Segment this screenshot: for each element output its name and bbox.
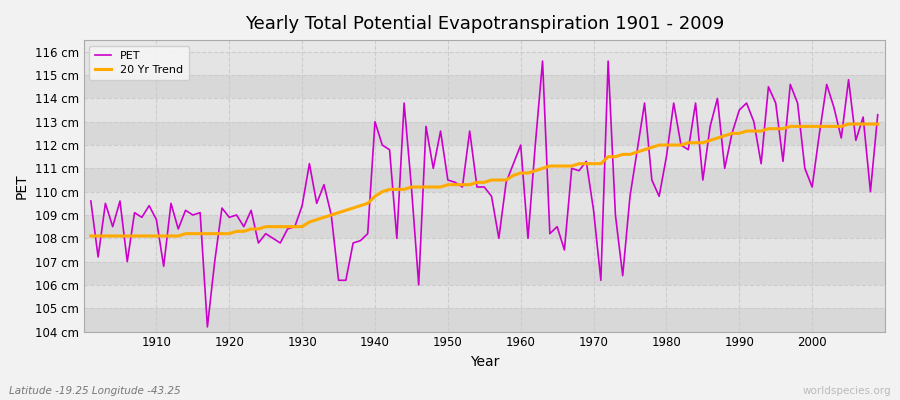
Line: 20 Yr Trend: 20 Yr Trend	[91, 124, 878, 236]
20 Yr Trend	[144, 234, 155, 238]
Bar	[84, 145, 885, 168]
20 Yr Trend	[508, 173, 518, 178]
20 Yr Trend	[603, 154, 614, 159]
20 Yr Trend	[304, 220, 315, 224]
20 Yr Trend	[843, 122, 854, 126]
20 Yr Trend	[347, 206, 358, 210]
Bar	[84, 52, 885, 75]
PET	[523, 236, 534, 241]
Bar	[84, 75, 885, 98]
Bar	[84, 308, 885, 332]
20 Yr Trend	[516, 171, 526, 176]
PET	[617, 273, 628, 278]
X-axis label: Year: Year	[470, 355, 499, 369]
Bar	[84, 285, 885, 308]
Bar	[84, 262, 885, 285]
Bar	[84, 192, 885, 215]
Bar	[84, 238, 885, 262]
PET	[872, 112, 883, 117]
PET	[537, 59, 548, 64]
Bar	[84, 168, 885, 192]
Text: Latitude -19.25 Longitude -43.25: Latitude -19.25 Longitude -43.25	[9, 386, 181, 396]
Bar	[84, 98, 885, 122]
PET	[355, 238, 365, 243]
Title: Yearly Total Potential Evapotranspiration 1901 - 2009: Yearly Total Potential Evapotranspiratio…	[245, 15, 724, 33]
Y-axis label: PET: PET	[15, 173, 29, 199]
PET	[202, 324, 212, 329]
20 Yr Trend	[86, 234, 96, 238]
PET	[516, 143, 526, 148]
Line: PET: PET	[91, 61, 878, 327]
Legend: PET, 20 Yr Trend: PET, 20 Yr Trend	[89, 46, 189, 80]
Bar	[84, 215, 885, 238]
PET	[311, 201, 322, 206]
PET	[144, 203, 155, 208]
20 Yr Trend	[872, 122, 883, 126]
Text: worldspecies.org: worldspecies.org	[803, 386, 891, 396]
Bar	[84, 122, 885, 145]
PET	[86, 199, 96, 204]
